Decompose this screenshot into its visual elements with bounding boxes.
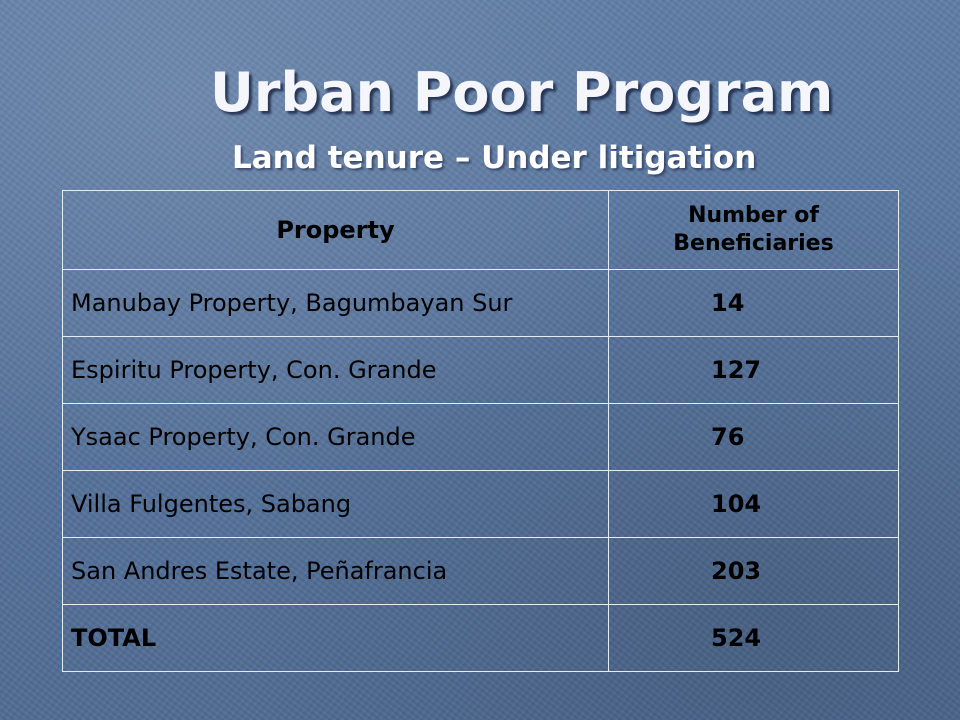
- total-value: 524: [608, 604, 899, 672]
- table-row: Villa Fulgentes, Sabang 104: [62, 470, 899, 538]
- property-cell: San Andres Estate, Peñafrancia: [62, 537, 609, 605]
- property-cell: Espiritu Property, Con. Grande: [62, 336, 609, 404]
- beneficiaries-cell: 14: [608, 269, 899, 337]
- beneficiaries-cell: 76: [608, 403, 899, 471]
- beneficiaries-table: Property Number of Beneficiaries Manubay…: [62, 190, 899, 672]
- property-cell: Villa Fulgentes, Sabang: [62, 470, 609, 538]
- table-total-row: TOTAL 524: [62, 604, 899, 672]
- table-header-row: Property Number of Beneficiaries: [62, 190, 899, 270]
- header-beneficiaries: Number of Beneficiaries: [608, 190, 899, 270]
- table-row: San Andres Estate, Peñafrancia 203: [62, 537, 899, 605]
- slide-title: Urban Poor Program: [210, 61, 834, 124]
- beneficiaries-cell: 104: [608, 470, 899, 538]
- table-row: Espiritu Property, Con. Grande 127: [62, 336, 899, 404]
- property-cell: Ysaac Property, Con. Grande: [62, 403, 609, 471]
- slide-subtitle: Land tenure – Under litigation: [232, 140, 757, 176]
- property-cell: Manubay Property, Bagumbayan Sur: [62, 269, 609, 337]
- beneficiaries-cell: 203: [608, 537, 899, 605]
- total-label: TOTAL: [62, 604, 609, 672]
- beneficiaries-cell: 127: [608, 336, 899, 404]
- table-row: Manubay Property, Bagumbayan Sur 14: [62, 269, 899, 337]
- table-row: Ysaac Property, Con. Grande 76: [62, 403, 899, 471]
- header-property: Property: [62, 190, 609, 270]
